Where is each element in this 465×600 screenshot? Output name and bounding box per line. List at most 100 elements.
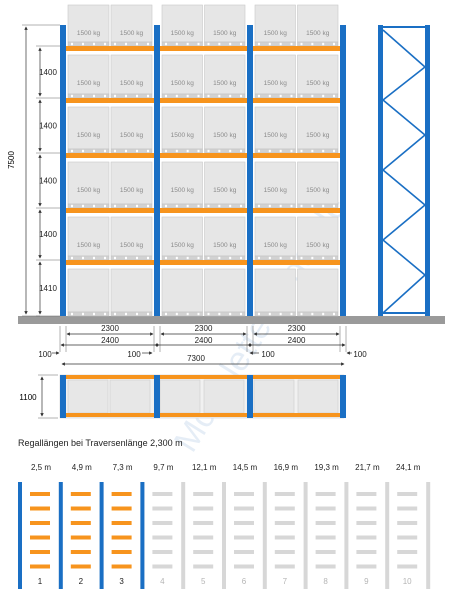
pallet-foot	[279, 94, 282, 98]
rack-index-label: 3	[119, 577, 124, 586]
rack-length-label: 9,7 m	[153, 463, 173, 472]
pallet-foot	[218, 312, 221, 316]
beam	[66, 98, 154, 103]
side-frame-view	[378, 25, 430, 316]
pallet-foot	[240, 204, 242, 208]
rack-length-label: 7,3 m	[113, 463, 133, 472]
rack-beam	[152, 550, 173, 554]
rack-length-label: 16,9 m	[274, 463, 299, 472]
load-label: 1500 kg	[171, 242, 195, 249]
pallet-base	[67, 311, 110, 317]
pallet-foot	[82, 204, 84, 208]
pallet-base	[254, 41, 296, 47]
load-label: 1500 kg	[213, 80, 237, 87]
rack-beam	[274, 550, 295, 554]
pallet-foot	[300, 312, 303, 316]
pallet-foot	[104, 256, 106, 260]
pallet-foot	[93, 256, 95, 260]
pallet-foot	[93, 312, 95, 316]
pallet-foot	[104, 312, 106, 316]
rack-beam	[234, 550, 254, 554]
pallet-foot	[258, 204, 260, 208]
pallet-box	[110, 216, 153, 257]
rack-upright	[99, 482, 104, 589]
dimension-label: 1410	[39, 284, 57, 293]
pallet-foot	[333, 94, 335, 98]
pallet-foot	[300, 42, 303, 46]
plan-beam	[66, 413, 154, 417]
pallet-base	[161, 93, 203, 99]
pallet-foot	[186, 204, 189, 208]
frame-brace	[382, 99, 426, 136]
pallet-base	[110, 311, 153, 317]
rack-beam	[193, 564, 214, 569]
pallet-foot	[175, 149, 178, 153]
load-label: 1500 kg	[213, 242, 237, 249]
pallet-foot	[311, 204, 314, 208]
rack-index-label: 7	[283, 577, 288, 586]
pallet-foot	[207, 204, 210, 208]
pallet-base	[254, 148, 296, 154]
pallet-box	[254, 216, 296, 257]
pallet-foot	[279, 312, 282, 316]
load-label: 1500 kg	[77, 187, 101, 194]
upright-post	[154, 25, 160, 316]
rack-length-label: 14,5 m	[233, 463, 258, 472]
total-height-label: 7500	[7, 151, 16, 169]
dimension-label: 2400	[195, 336, 213, 345]
pallet-foot	[229, 312, 232, 316]
pallet-foot	[268, 256, 271, 260]
rack-upright	[303, 482, 308, 589]
pallet-foot	[218, 94, 221, 98]
rack-index-label: 9	[364, 577, 369, 586]
rack-lengths-row: 2,5 m 1 4,9 m 2 7,3 m 3 9,7 m 4 12,1 m 5 14,5 m 6 16…	[18, 463, 431, 589]
load-label: 1500 kg	[120, 187, 144, 194]
pallet-foot	[322, 42, 325, 46]
pallet-foot	[147, 94, 149, 98]
pallet-foot	[197, 204, 200, 208]
pallet-box	[204, 268, 246, 313]
pallet-foot	[197, 312, 200, 316]
rack-length-label: 2,5 m	[31, 463, 51, 472]
rack-beam	[193, 506, 214, 511]
load-label: 1500 kg	[306, 30, 330, 37]
rack-index-label: 2	[79, 577, 84, 586]
pallet-box	[67, 268, 110, 313]
rack-upright	[140, 482, 145, 589]
dimension-label: 100	[127, 350, 141, 359]
pallet-foot	[207, 42, 210, 46]
dimension-label: 1400	[39, 68, 57, 77]
rack-upright	[426, 482, 431, 589]
load-label: 1500 kg	[306, 80, 330, 87]
pallet-foot	[82, 42, 84, 46]
pallet-foot	[290, 42, 293, 46]
rack-beam	[152, 492, 173, 496]
beam	[160, 208, 247, 213]
pallet-foot	[268, 312, 271, 316]
load-label: 1500 kg	[77, 80, 101, 87]
pallet-foot	[71, 312, 73, 316]
pallet-foot	[165, 94, 167, 98]
rack-beam	[193, 492, 214, 496]
pallet-foot	[258, 256, 260, 260]
load-label: 1500 kg	[171, 30, 195, 37]
rack-beam	[315, 550, 336, 554]
rack-beam	[70, 564, 91, 569]
pallet-foot	[165, 42, 167, 46]
pallet-foot	[311, 149, 314, 153]
rack-beam	[274, 535, 295, 540]
pallet-base	[254, 93, 296, 99]
pallet-foot	[165, 312, 167, 316]
pallet-foot	[311, 256, 314, 260]
pallet-base	[297, 203, 339, 209]
load-label: 1500 kg	[120, 80, 144, 87]
rack-beam	[234, 535, 254, 540]
rack-beam	[152, 564, 173, 569]
rack-beam	[70, 506, 91, 511]
pallet-foot	[268, 149, 271, 153]
plan-pallet	[67, 379, 109, 414]
rack-upright	[222, 482, 226, 589]
load-label: 1500 kg	[264, 132, 288, 139]
pallet-box	[67, 4, 110, 43]
pallet-base	[110, 203, 153, 209]
